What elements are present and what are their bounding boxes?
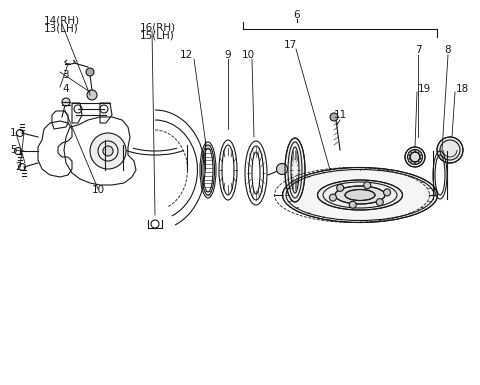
Text: 13(LH): 13(LH) [44, 23, 79, 33]
Circle shape [62, 98, 70, 106]
Circle shape [86, 68, 94, 76]
Circle shape [376, 199, 384, 206]
Ellipse shape [283, 167, 437, 223]
Circle shape [336, 184, 344, 191]
Text: 16(RH): 16(RH) [140, 22, 176, 32]
Text: 3: 3 [62, 70, 69, 80]
Ellipse shape [405, 147, 425, 167]
Circle shape [103, 146, 113, 156]
Circle shape [90, 133, 126, 169]
Text: 1: 1 [10, 128, 17, 138]
Text: 10: 10 [241, 50, 254, 60]
Text: 7: 7 [415, 45, 421, 55]
Text: 19: 19 [418, 84, 431, 94]
Circle shape [276, 164, 288, 174]
Text: 11: 11 [334, 110, 347, 120]
Ellipse shape [335, 186, 385, 204]
Ellipse shape [410, 152, 420, 162]
Text: 18: 18 [456, 84, 469, 94]
Text: 14(RH): 14(RH) [44, 15, 80, 25]
Text: 4: 4 [62, 84, 69, 94]
Text: 8: 8 [444, 45, 451, 55]
Text: 15(LH): 15(LH) [140, 30, 175, 40]
Circle shape [87, 90, 97, 100]
Circle shape [329, 194, 336, 201]
Circle shape [384, 189, 391, 196]
Text: 12: 12 [180, 50, 192, 60]
Ellipse shape [285, 138, 305, 202]
Text: 10: 10 [92, 185, 105, 195]
Text: 9: 9 [225, 50, 231, 60]
Ellipse shape [437, 137, 463, 163]
Ellipse shape [317, 180, 403, 210]
Text: 5: 5 [10, 145, 17, 155]
Text: 2: 2 [15, 162, 22, 172]
Text: 17: 17 [283, 40, 297, 50]
Text: 6: 6 [294, 10, 300, 20]
Circle shape [330, 113, 338, 121]
Ellipse shape [345, 189, 375, 201]
Circle shape [349, 201, 356, 208]
Circle shape [364, 182, 371, 189]
